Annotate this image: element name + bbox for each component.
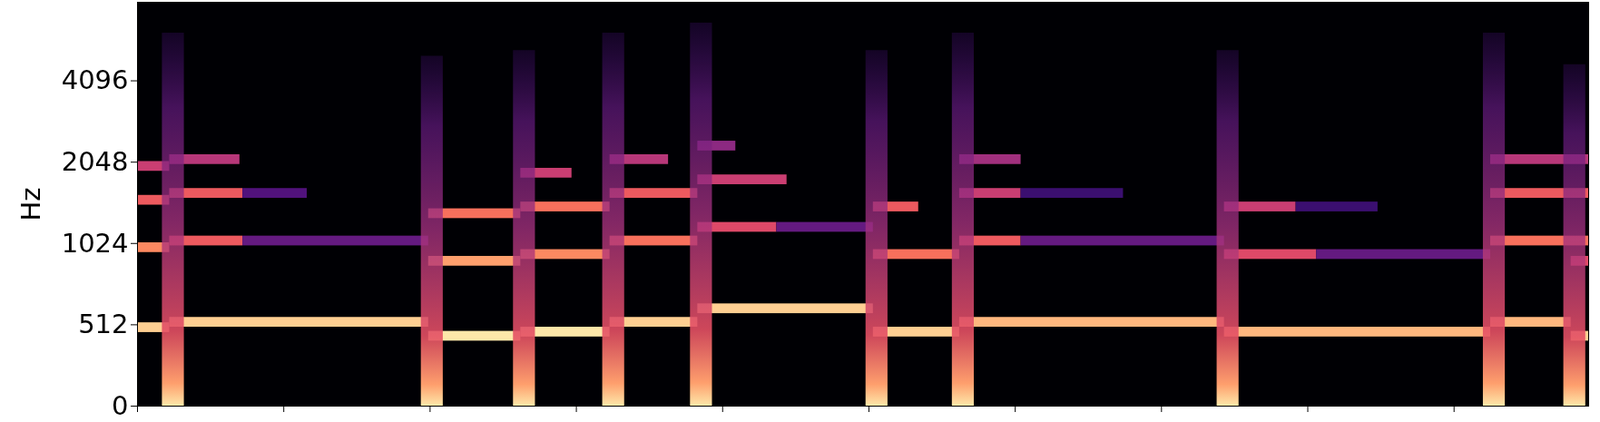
svg-text:0: 0 [111,390,128,422]
svg-text:512: 512 [78,308,128,340]
svg-text:1024: 1024 [61,227,129,259]
svg-text:4096: 4096 [61,64,129,96]
svg-text:Hz: Hz [15,186,47,221]
svg-text:2048: 2048 [61,146,129,177]
